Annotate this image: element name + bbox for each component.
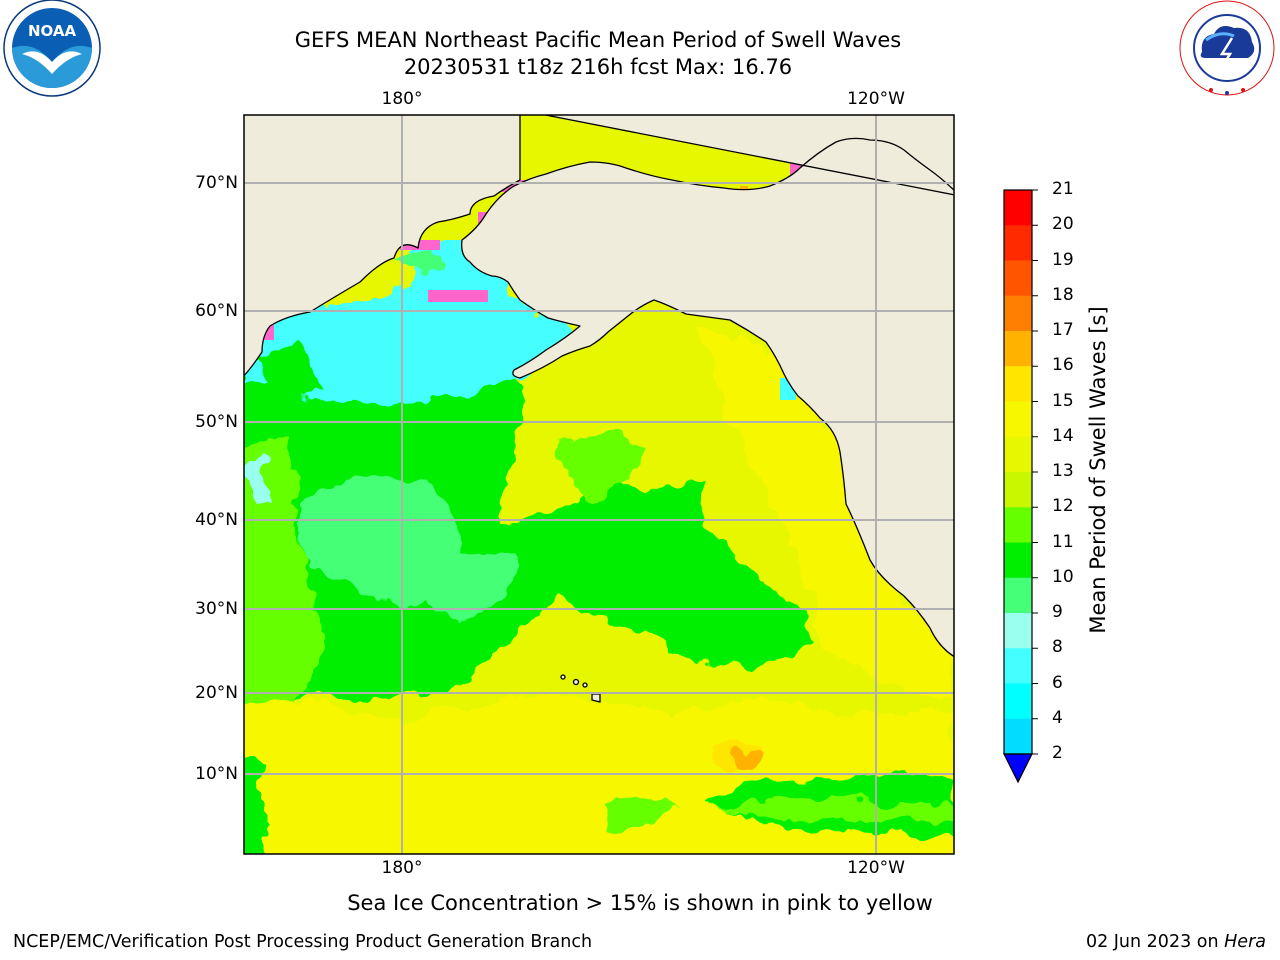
- lon-label-top-120w: 120°W: [847, 89, 905, 109]
- footer-host: Hera: [1224, 932, 1266, 952]
- colorbar-tick-label: 16: [1052, 355, 1074, 376]
- colorbar-tick-label: 9: [1052, 602, 1063, 622]
- colorbar-tick-label: 21: [1052, 179, 1074, 199]
- lat-label-40n: 40°N: [195, 510, 238, 530]
- land-asia: [244, 115, 521, 377]
- chart-title-line1: GEFS MEAN Northeast Pacific Mean Period …: [294, 28, 902, 52]
- lat-label-10n: 10°N: [195, 764, 238, 784]
- colorbar-tick-label: 4: [1052, 707, 1063, 728]
- lon-label-bottom-120w: 120°W: [847, 858, 905, 878]
- colorbar-label: Mean Period of Swell Waves [s]: [1086, 306, 1110, 634]
- colorbar-tick-label: 14: [1052, 425, 1074, 446]
- lat-label-60n: 60°N: [195, 301, 238, 321]
- footer-date-text: 02 Jun 2023 on: [1085, 932, 1225, 952]
- colorbar-tick-label: 12: [1052, 496, 1074, 517]
- chart-title-line2: 20230531 t18z 216h fcst Max: 16.76: [403, 55, 793, 79]
- colorbar-tick-label: 15: [1052, 390, 1074, 411]
- colorbar-tick-label: 6: [1052, 672, 1063, 693]
- footer-date: 02 Jun 2023 on Hera: [1086, 932, 1266, 952]
- colorbar-tick-label: 18: [1052, 284, 1074, 305]
- sea-ice-caption: Sea Ice Concentration > 15% is shown in …: [347, 891, 933, 915]
- colorbar-tick-label: 2: [1052, 743, 1063, 763]
- colorbar-tick-label: 13: [1052, 461, 1074, 481]
- footer-credit: NCEP/EMC/Verification Post Processing Pr…: [13, 932, 593, 952]
- land-hawaii-2: [572, 678, 580, 686]
- colorbar-tick-label: 19: [1052, 249, 1074, 270]
- lon-label-top-180: 180°: [381, 89, 423, 109]
- colorbar-tick-label: 20: [1052, 214, 1074, 235]
- land-hawaii-big: [591, 693, 601, 703]
- lat-label-70n: 70°N: [195, 173, 238, 193]
- lat-label-20n: 20°N: [195, 683, 238, 703]
- land-north-america: [461, 115, 954, 658]
- colorbar-tick-label: 8: [1052, 637, 1063, 658]
- landmasses: [244, 115, 954, 703]
- graticule: [244, 115, 954, 854]
- land-hawaii-1: [560, 674, 566, 680]
- colorbar-tick-label: 11: [1052, 531, 1074, 552]
- lat-label-30n: 30°N: [195, 599, 238, 619]
- colorbar-tick-label: 17: [1052, 320, 1074, 340]
- lat-label-50n: 50°N: [195, 412, 238, 432]
- land-hawaii-3: [582, 682, 588, 688]
- map-frame: [243, 114, 955, 855]
- colorbar-tick-label: 10: [1052, 566, 1074, 587]
- lon-label-bottom-180: 180°: [381, 858, 423, 878]
